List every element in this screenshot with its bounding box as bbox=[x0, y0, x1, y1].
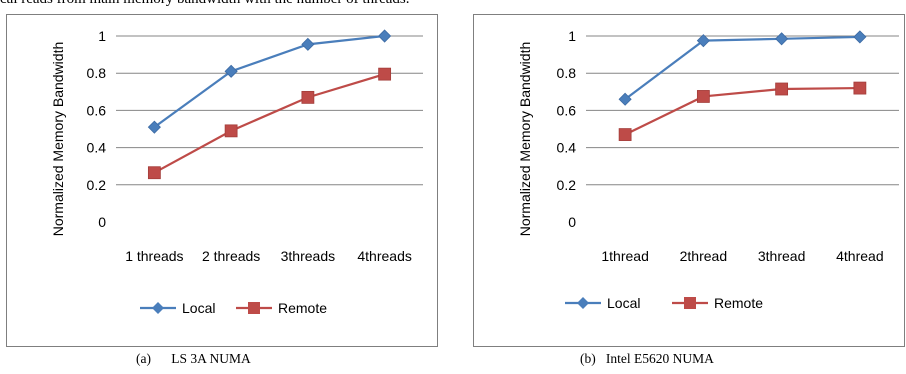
y-axis-title: Normalized Memory Bandwidth bbox=[50, 42, 66, 237]
chart-panel-a: 0 0.2 0.4 0.6 0.8 1 Normalized Memory Bandwidt… bbox=[6, 14, 438, 347]
legend-label-remote: Remote bbox=[278, 300, 327, 316]
x-tick-label: 2 threads bbox=[202, 248, 260, 264]
x-tick-label: 3threads bbox=[281, 248, 335, 264]
series-line-remote bbox=[624, 86, 860, 136]
data-point-remote bbox=[775, 82, 789, 96]
x-tick-label: 3thread bbox=[758, 248, 805, 264]
legend-label-remote: Remote bbox=[714, 295, 763, 311]
x-tick-label: 4thread bbox=[836, 248, 883, 264]
data-point-local bbox=[618, 92, 632, 106]
data-point-remote bbox=[378, 67, 392, 81]
data-point-local bbox=[301, 37, 315, 51]
chart-a-svg: 0 0.2 0.4 0.6 0.8 1 Normalized Memory Bandwidt… bbox=[6, 14, 438, 347]
data-point-local bbox=[775, 32, 789, 46]
data-point-local bbox=[853, 30, 867, 44]
data-point-local bbox=[147, 120, 161, 134]
legend-label-local: Local bbox=[182, 300, 215, 316]
legend-marker-remote bbox=[248, 302, 260, 314]
y-tick-label: 0.2 bbox=[557, 177, 577, 193]
y-tick-label: 1 bbox=[98, 28, 106, 44]
y-tick-label: 1 bbox=[568, 28, 576, 44]
y-tick-label: 0.4 bbox=[87, 140, 107, 156]
y-axis-title: Normalized Memory Bandwidth bbox=[517, 42, 533, 237]
x-tick-label: 1 threads bbox=[125, 248, 183, 264]
chart-border bbox=[6, 14, 438, 347]
x-tick-label: 4threads bbox=[357, 248, 411, 264]
series-line-remote bbox=[153, 73, 385, 174]
data-point-local bbox=[696, 34, 710, 48]
page-text-fragment: cal reads from main memory bandwidth wit… bbox=[0, 0, 906, 9]
legend-label-local: Local bbox=[607, 295, 640, 311]
data-point-remote bbox=[696, 90, 710, 103]
data-point-remote bbox=[224, 124, 238, 138]
series-line-local bbox=[624, 35, 860, 101]
y-tick-label: 0.2 bbox=[87, 177, 107, 193]
y-tick-label: 0 bbox=[98, 214, 106, 230]
data-point-remote bbox=[301, 90, 315, 104]
caption-a: (a) LS 3A NUMA bbox=[136, 351, 251, 366]
x-tick-label: 1thread bbox=[601, 248, 648, 264]
legend-marker-remote bbox=[684, 297, 696, 309]
chart-panel-b: 0 0.2 0.4 0.6 0.8 1 Normalized Memory Bandwidt… bbox=[473, 14, 905, 347]
caption-b: (b) Intel E5620 NUMA bbox=[580, 351, 714, 366]
series-line-local bbox=[153, 34, 385, 129]
x-tick-label: 2thread bbox=[680, 248, 727, 264]
legend-marker-local bbox=[152, 302, 164, 314]
y-tick-label: 0 bbox=[568, 214, 576, 230]
y-tick-label: 0.6 bbox=[557, 102, 577, 118]
y-tick-label: 0.8 bbox=[557, 65, 577, 81]
y-tick-label: 0.6 bbox=[87, 102, 107, 118]
y-tick-label: 0.8 bbox=[87, 65, 107, 81]
legend-marker-local bbox=[577, 297, 589, 309]
chart-b-svg: 0 0.2 0.4 0.6 0.8 1 Normalized Memory Bandwidt… bbox=[473, 14, 905, 347]
data-point-remote bbox=[618, 128, 632, 141]
data-point-local bbox=[224, 64, 238, 78]
data-point-remote bbox=[147, 166, 161, 180]
chart-border bbox=[473, 14, 905, 347]
data-point-local bbox=[378, 29, 392, 43]
data-point-remote bbox=[853, 81, 867, 95]
y-tick-label: 0.4 bbox=[557, 140, 577, 156]
